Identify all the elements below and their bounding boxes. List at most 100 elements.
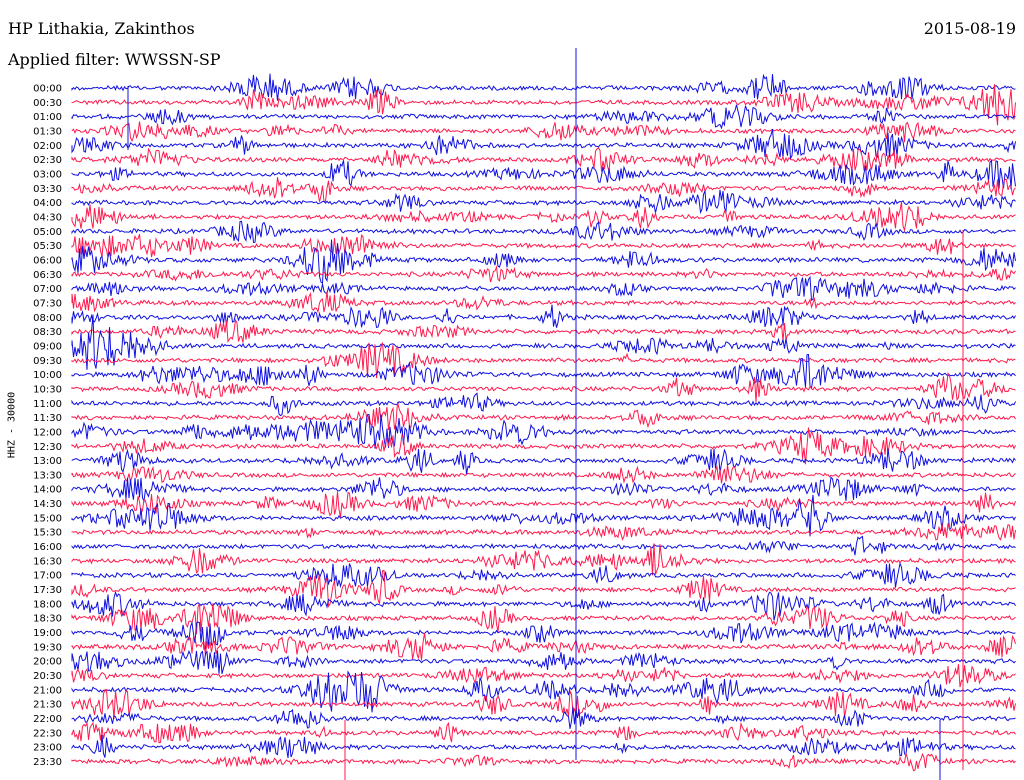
trace-line — [71, 159, 1016, 190]
trace-line — [71, 448, 1016, 475]
trace-line — [71, 304, 1016, 329]
time-tick-label: 07:30 — [33, 298, 62, 309]
trace-line — [71, 318, 1016, 344]
trace-line — [71, 121, 1016, 143]
trace-line — [71, 535, 1016, 556]
time-tick-label: 11:00 — [33, 399, 62, 410]
time-tick-label: 12:30 — [33, 442, 62, 453]
trace-line — [71, 491, 1016, 518]
trace-line — [71, 234, 1016, 258]
time-tick-label: 13:00 — [33, 456, 62, 467]
time-tick-label: 15:30 — [33, 528, 62, 539]
trace-line — [71, 670, 1016, 713]
time-tick-label: 18:00 — [33, 599, 62, 610]
filter-label: Applied filter: WWSSN-SP — [8, 50, 221, 69]
time-tick-label: 19:30 — [33, 642, 62, 653]
time-tick-label: 02:00 — [33, 141, 62, 152]
trace-line — [71, 602, 1016, 635]
time-tick-group: 00:00 00:30 01:00 01:30 02:00 02:30 03:00 03:30… — [33, 84, 62, 769]
time-tick-label: 21:30 — [33, 700, 62, 711]
trace-line — [71, 201, 1016, 233]
trace-line — [71, 84, 1016, 126]
time-tick-label: 05:00 — [33, 227, 62, 238]
time-tick-label: 11:30 — [33, 413, 62, 424]
trace-line — [71, 476, 1016, 504]
time-tick-label: 20:30 — [33, 671, 62, 682]
trace-line — [71, 523, 1016, 541]
time-tick-label: 10:30 — [33, 384, 62, 395]
trace-line — [71, 372, 1016, 403]
time-tick-label: 04:30 — [33, 212, 62, 223]
time-tick-label: 14:00 — [33, 485, 62, 496]
time-tick-label: 20:00 — [33, 657, 62, 668]
trace-line — [71, 265, 1016, 283]
time-tick-label: 05:30 — [33, 241, 62, 252]
time-tick-label: 14:30 — [33, 499, 62, 510]
trace-line — [71, 342, 1016, 379]
time-tick-label: 16:00 — [33, 542, 62, 553]
trace-line — [71, 291, 1016, 314]
station-title: HP Lithakia, Zakinthos — [8, 19, 195, 38]
trace-line — [71, 239, 1016, 285]
time-tick-label: 09:00 — [33, 341, 62, 352]
time-tick-label: 22:00 — [33, 714, 62, 725]
time-tick-label: 18:30 — [33, 614, 62, 625]
trace-line — [71, 413, 1016, 449]
trace-line — [71, 189, 1016, 215]
trace-line — [71, 621, 1016, 650]
time-tick-label: 10:00 — [33, 370, 62, 381]
time-tick-label: 06:00 — [33, 255, 62, 266]
time-tick-label: 12:00 — [33, 427, 62, 438]
time-tick-label: 16:30 — [33, 556, 62, 567]
trace-line — [71, 632, 1016, 661]
trace-line — [71, 401, 1016, 431]
trace-line — [71, 73, 1016, 101]
time-tick-label: 00:30 — [33, 98, 62, 109]
trace-line — [71, 465, 1016, 484]
time-tick-label: 17:00 — [33, 571, 62, 582]
trace-line — [71, 275, 1016, 301]
time-tick-label: 06:30 — [33, 270, 62, 281]
trace-line — [71, 494, 1016, 537]
trace-line — [71, 706, 1016, 729]
time-tick-label: 08:30 — [33, 327, 62, 338]
time-tick-label: 23:30 — [33, 757, 62, 768]
trace-line — [71, 734, 1016, 759]
trace-line — [71, 751, 1016, 772]
date-label: 2015-08-19 — [923, 19, 1016, 38]
time-tick-label: 19:00 — [33, 628, 62, 639]
time-tick-label: 09:30 — [33, 356, 62, 367]
time-tick-label: 00:00 — [33, 84, 62, 95]
trace-line — [71, 147, 1016, 172]
trace-line — [71, 561, 1016, 589]
time-tick-label: 21:00 — [33, 685, 62, 696]
time-tick-label: 15:00 — [33, 513, 62, 524]
trace-line — [71, 353, 1016, 390]
trace-line — [71, 314, 1016, 370]
time-tick-label: 02:30 — [33, 155, 62, 166]
time-tick-label: 08:00 — [33, 313, 62, 324]
time-tick-label: 01:30 — [33, 126, 62, 137]
trace-line — [71, 721, 1016, 744]
trace-line — [71, 129, 1016, 161]
time-tick-label: 03:00 — [33, 169, 62, 180]
trace-line — [71, 427, 1016, 465]
trace-line — [71, 104, 1016, 130]
time-tick-label: 03:30 — [33, 184, 62, 195]
time-tick-label: 01:00 — [33, 112, 62, 123]
trace-line — [71, 569, 1016, 608]
trace-line — [71, 689, 1016, 719]
trace-group — [71, 48, 1016, 780]
trace-line — [71, 543, 1016, 576]
trace-line — [71, 392, 1016, 417]
trace-line — [71, 649, 1016, 675]
time-tick-label: 22:30 — [33, 728, 62, 739]
time-tick-label: 17:30 — [33, 585, 62, 596]
trace-line — [71, 664, 1016, 688]
time-tick-label: 07:00 — [33, 284, 62, 295]
trace-line — [71, 590, 1016, 621]
trace-line — [71, 220, 1016, 243]
time-tick-label: 04:00 — [33, 198, 62, 209]
time-tick-label: 23:00 — [33, 743, 62, 754]
